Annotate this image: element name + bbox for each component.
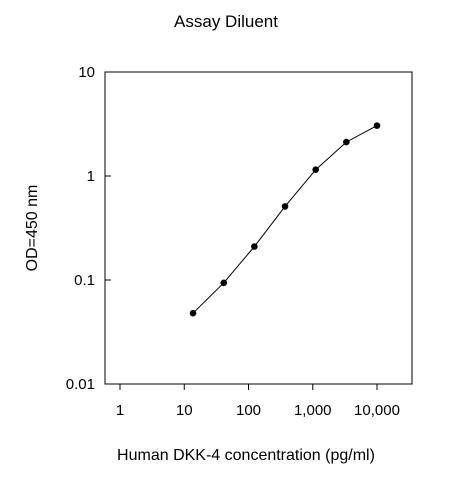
y-axis-ticks: 0.01 0.1 1 10 bbox=[66, 64, 111, 393]
x-axis-ticks: 1 10 100 1,000 10,000 bbox=[116, 384, 400, 419]
x-tick-label: 1,000 bbox=[294, 402, 332, 419]
x-tick-label: 100 bbox=[236, 402, 261, 419]
data-point bbox=[373, 122, 381, 129]
series-line bbox=[192, 125, 378, 314]
y-tick-label: 0.01 bbox=[66, 376, 95, 393]
data-points bbox=[189, 122, 381, 317]
x-tick-label: 1 bbox=[116, 402, 124, 419]
x-tick-label: 10 bbox=[176, 402, 193, 419]
data-point bbox=[343, 138, 350, 146]
y-tick-label: 1 bbox=[87, 168, 95, 185]
x-axis-label: Human DKK-4 concentration (pg/ml) bbox=[117, 447, 375, 464]
y-tick-label: 10 bbox=[78, 64, 95, 81]
plot-frame bbox=[104, 71, 413, 385]
x-tick-label: 10,000 bbox=[354, 402, 400, 419]
data-point bbox=[189, 309, 197, 317]
y-tick-label: 0.1 bbox=[74, 272, 95, 289]
chart-title: Assay Diluent bbox=[174, 12, 278, 31]
data-point bbox=[220, 279, 228, 287]
data-point bbox=[251, 243, 258, 250]
data-point bbox=[281, 203, 289, 210]
data-point bbox=[312, 166, 319, 173]
